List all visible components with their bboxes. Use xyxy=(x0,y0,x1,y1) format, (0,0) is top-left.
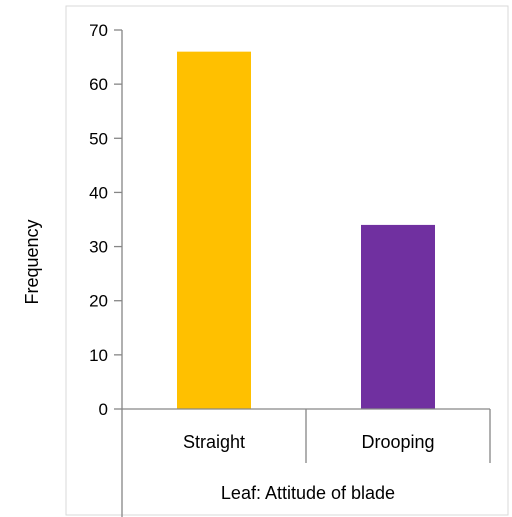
y-axis: 0 10 20 30 40 50 60 70 xyxy=(89,21,123,419)
x-category-label: Drooping xyxy=(361,432,434,452)
bars xyxy=(177,51,435,410)
y-tick-label: 20 xyxy=(89,292,108,311)
plot-border xyxy=(65,5,509,516)
x-category-label: Straight xyxy=(183,432,245,452)
y-tick-label: 30 xyxy=(89,238,108,257)
bar-drooping xyxy=(361,224,435,409)
y-tick-label: 70 xyxy=(89,21,108,40)
x-axis-title: Leaf: Attitude of blade xyxy=(221,483,395,503)
y-tick-label: 60 xyxy=(89,75,108,94)
y-tick-label: 40 xyxy=(89,183,108,202)
y-tick-label: 10 xyxy=(89,346,108,365)
bar-straight xyxy=(177,51,251,410)
y-tick-label: 0 xyxy=(99,400,108,419)
y-axis-title: Frequency xyxy=(22,219,42,304)
x-axis: Straight Drooping xyxy=(121,408,491,517)
y-tick-label: 50 xyxy=(89,129,108,148)
